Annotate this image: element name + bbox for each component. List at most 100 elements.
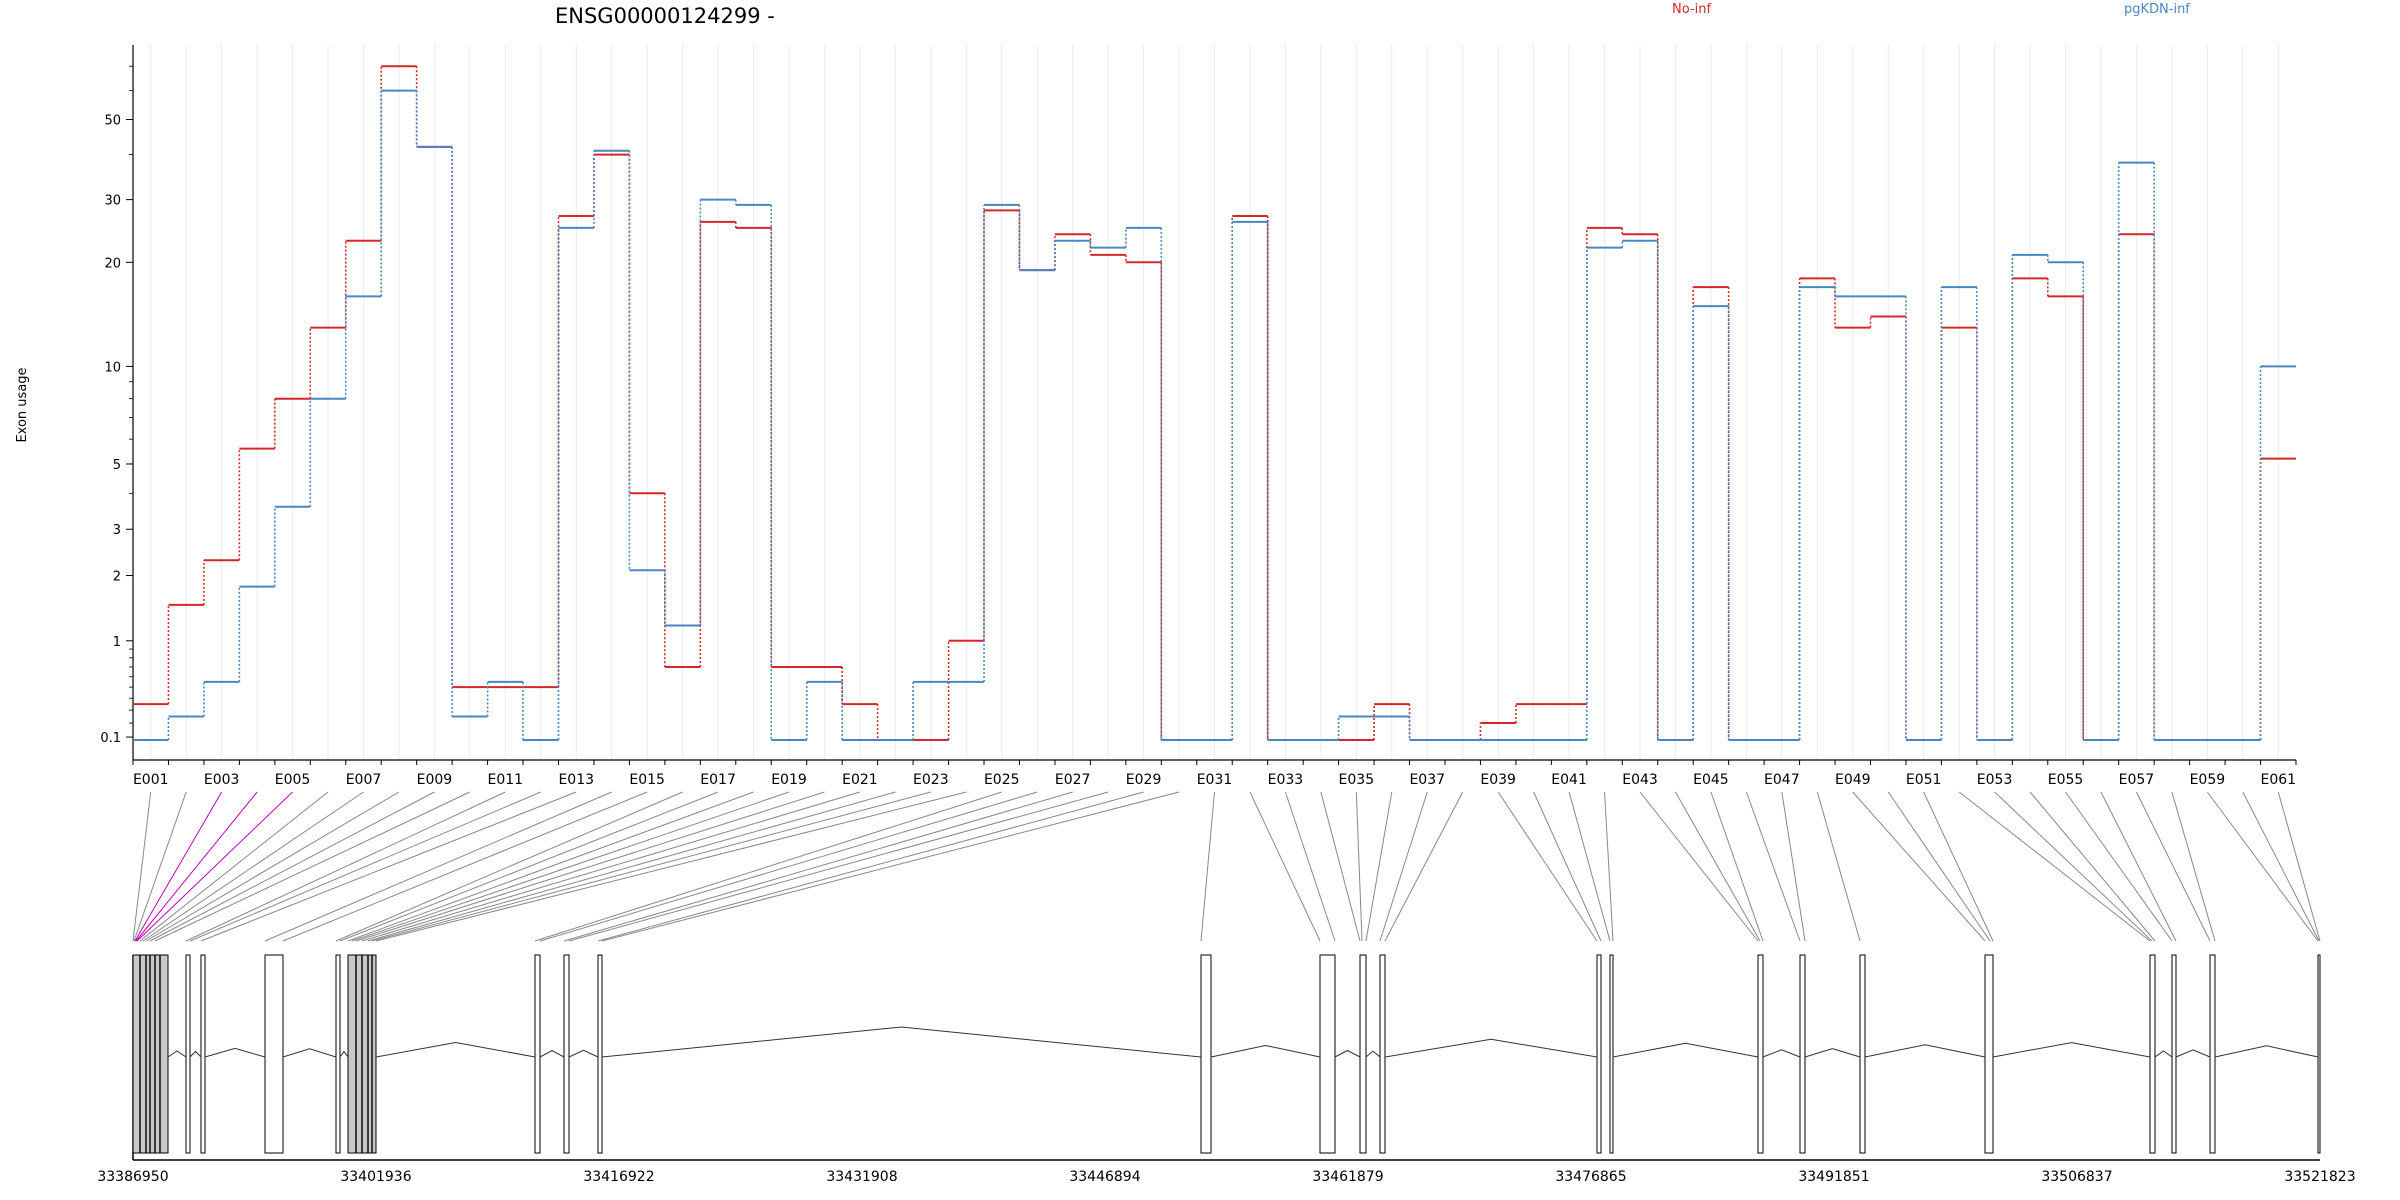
exon-block (185, 954, 191, 1154)
exon-block (1984, 954, 1994, 1154)
legend-no-inf: No-inf (1672, 2, 1711, 17)
exon-connector (1384, 791, 1464, 942)
exon-connector (189, 791, 541, 942)
exon-label: E053 (1977, 772, 2013, 788)
exon-connector (2135, 791, 2211, 942)
exon-block (2317, 954, 2321, 1154)
exon-label: E051 (1906, 772, 1942, 788)
exon-block (534, 954, 541, 1154)
exon-label: E021 (842, 772, 878, 788)
coordinate-label: 33446894 (1069, 1169, 1140, 1185)
intron-line (539, 1049, 565, 1058)
exon-connector (200, 791, 577, 942)
exon-connector (1568, 791, 1611, 942)
exon-connector (375, 791, 967, 942)
exon-connector (2100, 791, 2177, 942)
exon-label: E019 (771, 772, 807, 788)
exon-label: E015 (629, 772, 665, 788)
exon-connector (2171, 791, 2216, 942)
exon-connector (1781, 791, 1806, 942)
coordinate-label: 33416922 (583, 1169, 654, 1185)
exon-connector (2065, 791, 2173, 942)
exon-block (200, 954, 206, 1154)
exon-connector (355, 791, 825, 942)
exon-connector (1745, 791, 1801, 942)
intron-line (1864, 1044, 1986, 1058)
exon-label: E043 (1622, 772, 1658, 788)
exon-connector (133, 791, 187, 942)
coordinate-label: 33491851 (1798, 1169, 1869, 1185)
exon-block (1596, 954, 1602, 1154)
exon-connector (1379, 791, 1428, 942)
exon-label: E003 (204, 772, 240, 788)
exon-connector (371, 791, 931, 942)
exon-connector (1639, 791, 1759, 942)
y-axis: 0.1 1 2 3 5 10 20 30 50 (100, 45, 134, 760)
exon-connector (2242, 791, 2320, 942)
exon-label: E011 (488, 772, 524, 788)
intron-line (1612, 1042, 1759, 1058)
exon-connector (264, 791, 612, 942)
exon-connector (1365, 791, 1393, 942)
y-tick-label: 3 (113, 523, 121, 538)
exon-connector (149, 791, 435, 942)
exon-connector (2029, 791, 2156, 942)
exon-connector (145, 791, 400, 942)
exon-connector (139, 791, 329, 942)
exon-connector (1887, 791, 1991, 942)
exon-connector (154, 791, 471, 942)
coordinate-label: 33431908 (826, 1169, 897, 1185)
exon-block (2171, 954, 2177, 1154)
exon-connector (351, 791, 790, 942)
exon-connector (335, 791, 683, 942)
y-tick-label: 1 (113, 635, 121, 650)
intron-line (167, 1050, 187, 1058)
coordinate-label: 33461879 (1312, 1169, 1383, 1185)
exon-connector (1816, 791, 1861, 942)
exon-connector (1497, 791, 1598, 942)
exon-block (1359, 954, 1367, 1154)
exon-label: E061 (2260, 772, 2296, 788)
y-tick-label: 5 (113, 458, 121, 473)
coordinate-label: 33401936 (340, 1169, 411, 1185)
exon-connector (539, 791, 1038, 942)
exon-connector (601, 791, 1180, 942)
coordinate-label: 33521823 (2284, 1169, 2355, 1185)
exon-label: E041 (1551, 772, 1587, 788)
coordinate-label: 33506837 (2041, 1169, 2112, 1185)
intron-line (1804, 1048, 1861, 1058)
intron-line (2175, 1049, 2211, 1058)
exon-connector (1284, 791, 1336, 942)
exon-label: E059 (2190, 772, 2226, 788)
x-axis: E001 E003 E005 E007 E009 E011 E013 E015 E017 E019… (132, 759, 2297, 788)
exon-connector (2206, 791, 2319, 942)
exon-label: E045 (1693, 772, 1729, 788)
exon-label: E023 (913, 772, 949, 788)
y-tick-label: 50 (104, 113, 121, 128)
intron-line (568, 1049, 599, 1058)
exon-connector (1958, 791, 2151, 942)
intron-line (375, 1041, 536, 1058)
exon-connector (1604, 791, 1614, 942)
exon-connector (1200, 791, 1215, 942)
gene-model: 33386950 33401936 33416922 33431908 33446894… (97, 954, 2356, 1185)
intron-line (1762, 1049, 1801, 1058)
y-tick-label: 0.1 (100, 731, 121, 746)
intron-line (1334, 1049, 1361, 1058)
exon-connector-lines (132, 791, 2321, 942)
y-tick-label: 30 (104, 194, 121, 209)
exon-connector (1994, 791, 2153, 942)
chart-title: ENSG00000124299 - (555, 4, 775, 28)
y-axis-label: Exon usage (15, 367, 30, 442)
exon-block (1859, 954, 1866, 1154)
exon-label: E001 (133, 772, 169, 788)
exon-label: E047 (1764, 772, 1800, 788)
exon-block (597, 954, 603, 1154)
exon-block (2209, 954, 2216, 1154)
y-tick-label: 20 (104, 256, 121, 271)
exon-block (335, 954, 341, 1154)
intron-line (1992, 1042, 2151, 1058)
exon-connector (1923, 791, 1994, 942)
intron-line (1384, 1038, 1598, 1058)
exon-connector (1533, 791, 1602, 942)
